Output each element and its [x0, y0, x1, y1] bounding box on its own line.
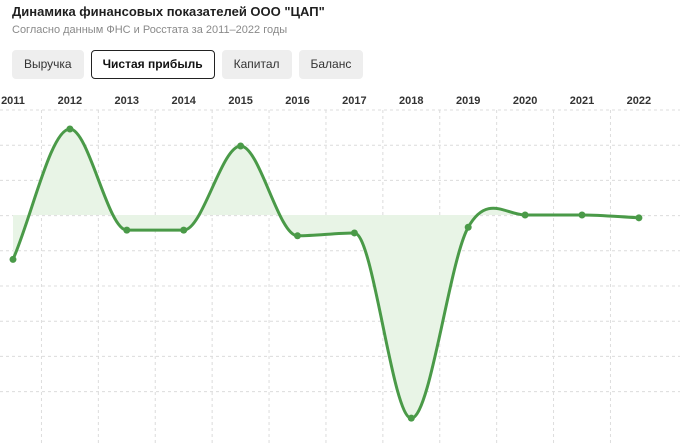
x-axis-labels: 2011 2012 2013 2014 2015 2016 2017 2018 2019 2020…: [1, 95, 651, 107]
x-tick-label: 2012: [58, 95, 82, 107]
x-tick-label: 2017: [342, 95, 366, 107]
x-tick-label: 2018: [399, 95, 423, 107]
x-tick-label: 2022: [627, 95, 651, 107]
data-point-2012[interactable]: [66, 125, 74, 133]
chart-grid: [0, 109, 680, 446]
metric-tabs: Выручка Чистая прибыль Капитал Баланс: [12, 50, 364, 79]
tab-net-profit[interactable]: Чистая прибыль: [90, 50, 215, 79]
data-point-2016[interactable]: [294, 232, 301, 240]
data-point-2018[interactable]: [407, 414, 415, 422]
x-tick-label: 2015: [228, 95, 252, 107]
x-tick-label: 2014: [171, 95, 196, 107]
area-fill: [13, 129, 639, 419]
x-tick-label: 2016: [285, 95, 309, 107]
x-tick-label: 2020: [513, 95, 537, 107]
data-point-2021[interactable]: [578, 211, 586, 219]
data-point-2019[interactable]: [464, 223, 472, 231]
data-point-2011[interactable]: [9, 255, 17, 263]
x-tick-label: 2013: [115, 95, 139, 107]
x-tick-label: 2011: [1, 95, 25, 107]
plot-area: [9, 125, 643, 422]
tab-capital[interactable]: Капитал: [221, 50, 292, 79]
series-line: [11, 127, 641, 420]
data-point-2014[interactable]: [180, 226, 188, 234]
chart-subtitle: Согласно данным ФНС и Росстата за 2011–2…: [12, 24, 288, 36]
x-tick-label: 2021: [570, 95, 594, 107]
data-point-2017[interactable]: [350, 229, 358, 237]
data-point-2022[interactable]: [635, 214, 643, 222]
tab-balance[interactable]: Баланс: [298, 50, 364, 79]
data-point-2015[interactable]: [237, 142, 245, 150]
x-tick-label: 2019: [456, 95, 480, 107]
data-point-2020[interactable]: [521, 211, 529, 219]
tab-revenue[interactable]: Выручка: [12, 50, 84, 79]
net-profit-chart: 2011 2012 2013 2014 2015 2016 2017 2018 2019 2020…: [0, 95, 680, 446]
data-point-2013[interactable]: [123, 226, 131, 234]
chart-title: Динамика финансовых показателей ООО "ЦАП…: [12, 4, 325, 19]
